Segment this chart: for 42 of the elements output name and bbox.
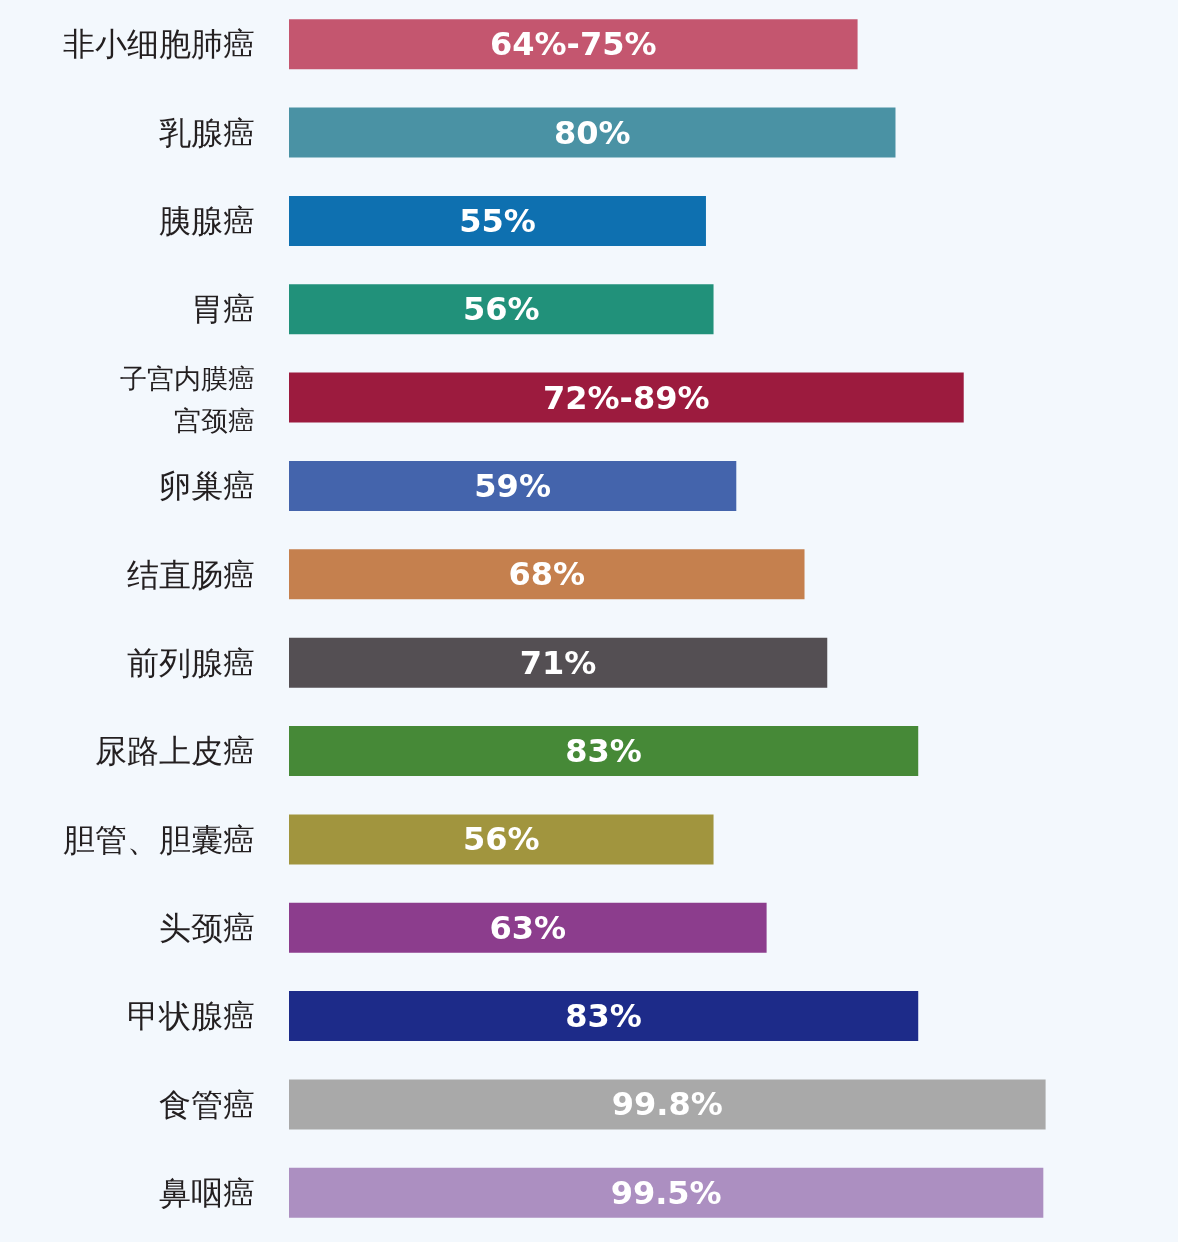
y-tick-label: 结直肠癌 <box>127 555 255 594</box>
data-label: 71% <box>519 643 597 682</box>
bar <box>289 1167 1044 1218</box>
y-tick-label: 非小细胞肺癌 <box>63 25 255 64</box>
y-tick-label: 乳腺癌 <box>159 113 255 152</box>
bar <box>289 726 919 777</box>
data-label: 56% <box>462 820 540 859</box>
bar <box>289 195 706 246</box>
y-tick-label: 卵巢癌 <box>159 467 255 506</box>
y-tick-label: 尿路上皮癌 <box>95 732 255 771</box>
y-tick-label: 鼻咽癌 <box>159 1174 255 1213</box>
bar <box>289 902 767 953</box>
y-tick-label: 胆管、胆囊癌 <box>63 820 255 859</box>
bar <box>289 814 714 865</box>
data-label: 99.5% <box>610 1173 722 1212</box>
data-label: 63% <box>489 908 567 947</box>
data-label: 99.8% <box>611 1085 723 1124</box>
y-tick-label: 胰腺癌 <box>159 202 255 241</box>
y-tick-label: 胃癌 <box>191 290 255 329</box>
annotation: 72%-89% <box>543 379 710 417</box>
y-tick-label: 甲状腺癌 <box>127 997 255 1036</box>
annotation: 64%-75% <box>490 25 657 63</box>
y-tick-label: 食管癌 <box>159 1085 255 1124</box>
bar <box>289 637 828 688</box>
data-label: 83% <box>565 997 642 1036</box>
bar <box>289 991 919 1042</box>
y-tick-label: 子宫内膜癌宫颈癌 <box>120 363 255 436</box>
data-label: 59% <box>474 466 551 505</box>
data-label: 55% <box>459 201 536 240</box>
bar <box>289 107 896 158</box>
bar <box>289 460 737 511</box>
y-tick-label: 前列腺癌 <box>127 643 255 682</box>
bar <box>289 372 964 423</box>
data-label: 80% <box>553 113 631 152</box>
y-tick-label: 头颈癌 <box>159 908 255 947</box>
bar <box>289 549 805 600</box>
bar <box>289 284 714 335</box>
data-label: 83% <box>565 732 642 771</box>
bar <box>289 19 858 70</box>
bar <box>289 1079 1046 1130</box>
data-label: 56% <box>462 290 540 329</box>
data-label: 68% <box>508 555 586 594</box>
